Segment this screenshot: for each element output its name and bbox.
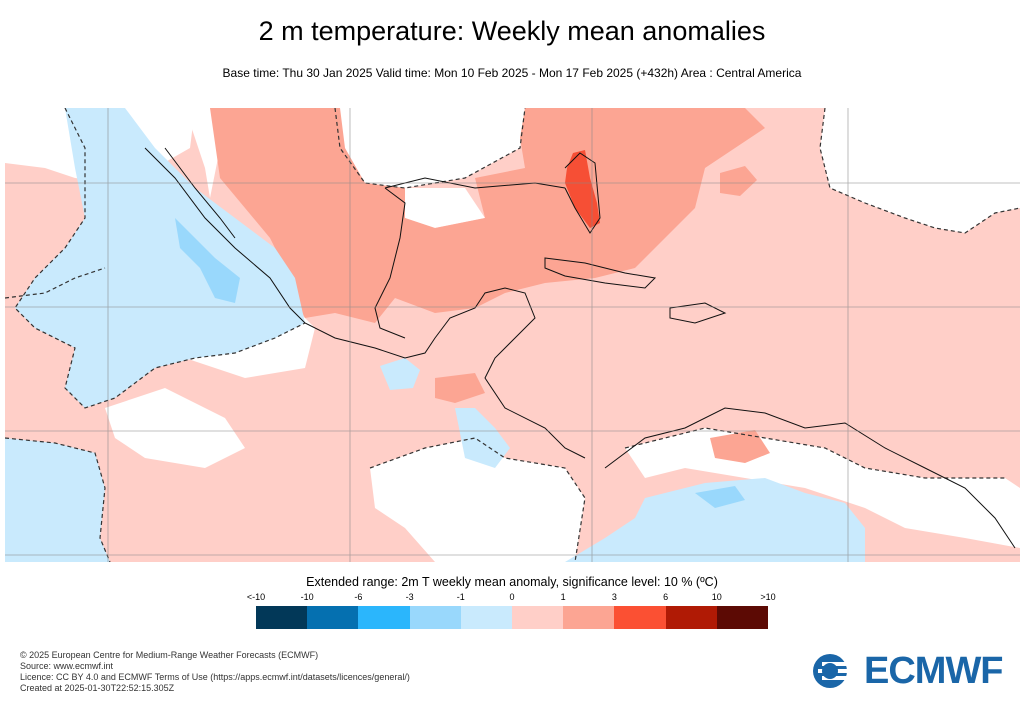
legend-ticks: <-10 -10 -6 -3 -1 0 1 3 6 10 >10 bbox=[247, 592, 776, 602]
legend-swatch bbox=[256, 606, 308, 629]
white-region-southwest bbox=[105, 388, 245, 468]
legend-swatch bbox=[512, 606, 564, 629]
legend-swatch bbox=[563, 606, 615, 629]
mid-blue-region-baja bbox=[175, 218, 240, 303]
legend-tick-label: -6 bbox=[354, 592, 363, 602]
color-legend bbox=[256, 606, 769, 629]
salmon-region-venezuela bbox=[710, 430, 770, 463]
footer-credits: © 2025 European Centre for Medium-Range … bbox=[20, 650, 410, 694]
legend-tick-label: -1 bbox=[456, 592, 465, 602]
legend-tick-label: >10 bbox=[760, 592, 776, 602]
white-region-east bbox=[820, 108, 1020, 233]
light-blue-region-southwest bbox=[5, 438, 110, 562]
anomaly-map bbox=[5, 108, 1020, 562]
light-blue-region-panama bbox=[455, 408, 510, 468]
legend-tick-label: 3 bbox=[611, 592, 617, 602]
light-blue-region-pacific-small bbox=[380, 358, 420, 390]
legend-swatch bbox=[409, 606, 461, 629]
page-title: 2 m temperature: Weekly mean anomalies bbox=[258, 16, 766, 46]
legend-tick-label: 6 bbox=[663, 592, 669, 602]
legend-title: Extended range: 2m T weekly mean anomaly… bbox=[306, 575, 718, 589]
gridlines bbox=[5, 108, 1020, 562]
legend-swatch bbox=[460, 606, 513, 629]
legend-swatch bbox=[358, 606, 410, 629]
white-region-north-center bbox=[335, 108, 525, 188]
legend-swatch bbox=[307, 606, 359, 629]
legend-swatch bbox=[614, 606, 666, 629]
red-region-florida bbox=[565, 150, 600, 228]
mid-blue-region-colombia bbox=[695, 486, 745, 508]
ecmwf-logo-text: ECMWF bbox=[864, 649, 1004, 692]
ecmwf-logo-icon bbox=[813, 654, 858, 688]
legend-tick-label: 10 bbox=[711, 592, 722, 602]
footer-copyright: © 2025 European Centre for Medium-Range … bbox=[20, 650, 319, 660]
footer-created: Created at 2025-01-30T22:52:15.305Z bbox=[20, 683, 175, 693]
legend-tick-label: 1 bbox=[560, 592, 566, 602]
legend-swatch bbox=[716, 606, 769, 629]
significance-contours bbox=[5, 108, 1020, 562]
legend-tick-label: -3 bbox=[405, 592, 414, 602]
light-blue-region-colombia bbox=[565, 478, 865, 562]
white-region-gulf bbox=[405, 188, 485, 228]
legend-tick-label: -10 bbox=[300, 592, 314, 602]
salmon-region-atlantic bbox=[720, 166, 757, 196]
legend-tick-label: <-10 bbox=[246, 592, 266, 602]
legend-tick-label: 0 bbox=[509, 592, 515, 602]
salmon-region-mexico-gulf bbox=[210, 108, 765, 323]
white-region-pacific-south bbox=[370, 438, 585, 562]
legend-swatch bbox=[665, 606, 717, 629]
ecmwf-logo: ECMWF bbox=[812, 650, 1007, 692]
coastlines bbox=[144, 147, 1016, 549]
footer-source: Source: www.ecmwf.int bbox=[20, 661, 114, 671]
page-subtitle: Base time: Thu 30 Jan 2025 Valid time: M… bbox=[222, 66, 802, 80]
salmon-region-caribbean bbox=[435, 373, 485, 403]
footer-licence: Licence: CC BY 4.0 and ECMWF Terms of Us… bbox=[20, 672, 410, 682]
